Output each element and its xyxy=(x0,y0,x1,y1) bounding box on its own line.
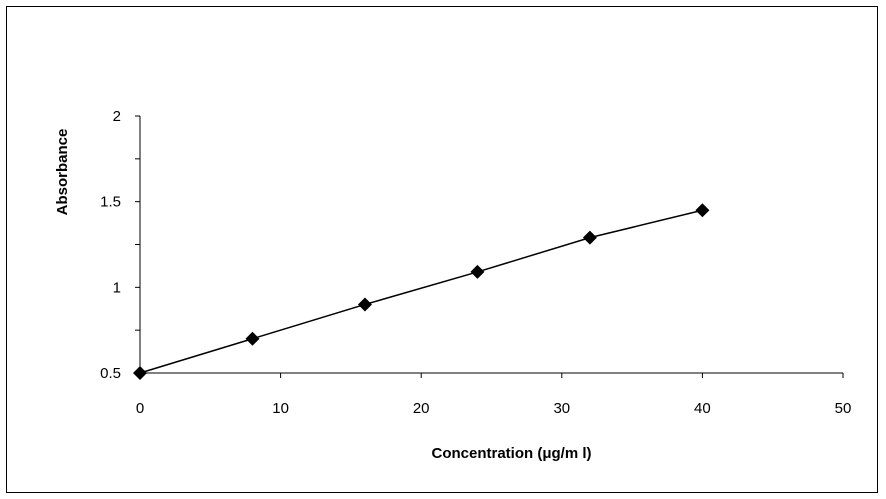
x-tick-label: 50 xyxy=(835,400,852,417)
chart-frame xyxy=(6,6,878,493)
x-tick-label: 20 xyxy=(413,400,430,417)
x-tick-label: 0 xyxy=(136,400,144,417)
x-ticks: 0 10 20 30 40 50 xyxy=(136,373,852,417)
data-point-marker xyxy=(695,203,710,218)
y-tick-label: 0.5 xyxy=(100,365,121,382)
series-group xyxy=(133,203,710,380)
y-tick-label: 1.5 xyxy=(100,194,121,211)
data-point-marker xyxy=(582,230,597,245)
y-ticks: 0.5 1 1.5 2 xyxy=(100,108,140,382)
y-axis-title: Absorbance xyxy=(54,129,71,216)
data-point-marker xyxy=(245,331,260,346)
data-point-marker xyxy=(470,264,485,279)
x-tick-label: 30 xyxy=(553,400,570,417)
y-tick-label: 2 xyxy=(113,108,121,125)
data-point-marker xyxy=(357,297,372,312)
series-line xyxy=(139,209,703,374)
x-tick-label: 10 xyxy=(272,400,289,417)
data-point-marker xyxy=(133,366,147,380)
y-tick-label: 1 xyxy=(113,279,121,296)
x-tick-label: 40 xyxy=(694,400,711,417)
x-axis-title: Concentration (μg/m l) xyxy=(431,445,591,462)
